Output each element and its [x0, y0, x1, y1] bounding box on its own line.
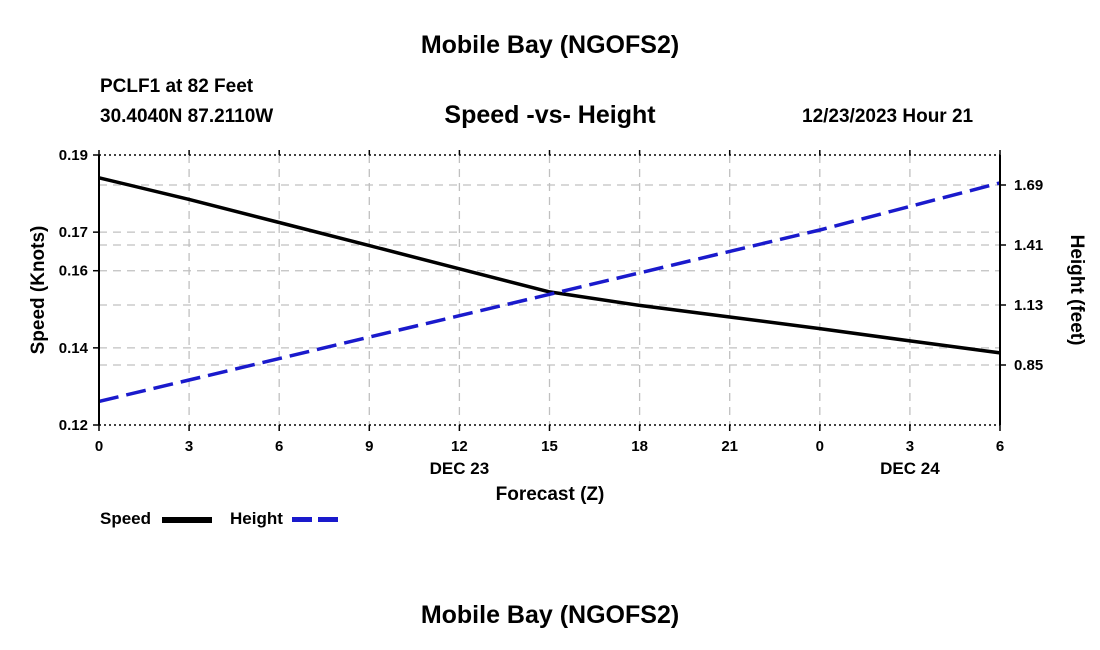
y-tick-label: 0.12 [59, 417, 88, 434]
legend-speed-label: Speed [100, 509, 152, 528]
y2-tick-label: 1.41 [1014, 237, 1043, 254]
y-tick-label: 0.19 [59, 147, 88, 164]
page-title: Mobile Bay (NGOFS2) [420, 31, 680, 59]
y2-tick-label: 1.69 [1014, 177, 1043, 194]
y2-tick-label: 1.13 [1014, 297, 1043, 314]
y-tick-label: 0.17 [59, 224, 88, 241]
x-date-label: DEC 23 [430, 459, 490, 478]
legend-height-label: Height [230, 509, 283, 528]
x-axis-label: Forecast (Z) [496, 484, 605, 505]
x-tick-label: 18 [631, 438, 648, 455]
y-axis-label-left: Speed (Knots) [28, 226, 49, 355]
y-tick-label: 0.16 [59, 263, 88, 280]
y-tick-label: 0.14 [59, 340, 89, 357]
x-tick-label: 9 [365, 438, 373, 455]
chart-subtitle: Speed -vs- Height [444, 101, 656, 129]
x-tick-label: 12 [451, 438, 468, 455]
y-axis-label-right: Height (feet) [1066, 235, 1087, 346]
x-tick-label: 6 [996, 438, 1004, 455]
forecast-datetime: 12/23/2023 Hour 21 [802, 106, 974, 127]
footer-title: Mobile Bay (NGOFS2) [420, 601, 680, 629]
y2-tick-label: 0.85 [1014, 357, 1043, 374]
legend-speed-swatch [162, 517, 212, 523]
station-label: PCLF1 at 82 Feet [100, 76, 254, 97]
grid-layer [99, 155, 1000, 425]
legend-height-swatch [292, 517, 344, 522]
x-date-label: DEC 24 [880, 459, 940, 478]
x-tick-label: 21 [721, 438, 738, 455]
x-tick-label: 0 [95, 438, 103, 455]
x-tick-label: 3 [185, 438, 193, 455]
x-tick-label: 6 [275, 438, 283, 455]
x-tick-label: 15 [541, 438, 558, 455]
x-tick-label: 3 [906, 438, 914, 455]
coordinates-label: 30.4040N 87.2110W [100, 106, 274, 127]
x-tick-label: 0 [816, 438, 824, 455]
axis-layer: 0 3 6 9 12 15 18 21 0 3 6 DEC 23 DEC 24 0.12 0.14 0.16 0… [59, 147, 1043, 478]
